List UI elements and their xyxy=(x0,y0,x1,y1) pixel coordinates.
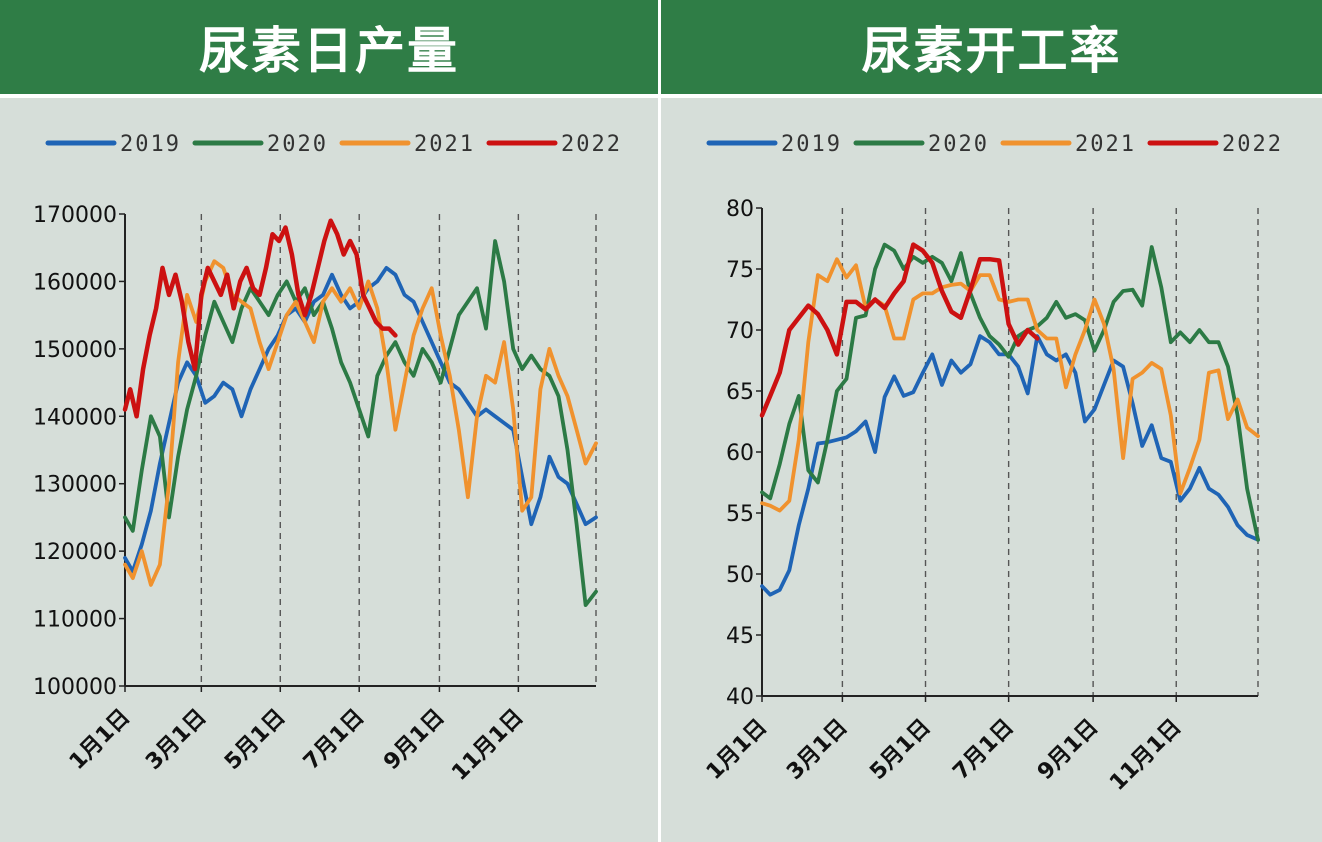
header-divider xyxy=(0,94,658,98)
y-tick-label: 60 xyxy=(726,441,754,466)
y-tick-label: 130000 xyxy=(33,473,117,498)
series-line-2020 xyxy=(123,239,598,607)
x-tick-label: 1月1日 xyxy=(702,715,772,785)
x-tick-label: 3月1日 xyxy=(141,705,211,775)
legend-label-2019: 2019 xyxy=(781,132,842,157)
y-tick-label: 75 xyxy=(726,258,754,283)
x-tick-label: 11月1日 xyxy=(1105,715,1186,796)
x-tick-label: 7月1日 xyxy=(948,715,1018,785)
x-tick-label: 9月1日 xyxy=(1033,715,1103,785)
series-line-2020 xyxy=(760,242,1260,542)
x-tick-label: 11月1日 xyxy=(447,705,528,786)
x-tick-label: 7月1日 xyxy=(299,705,369,775)
y-tick-label: 70 xyxy=(726,319,754,344)
legend: 2019 2020 2021 2022 xyxy=(706,132,1283,157)
y-tick-label: 100000 xyxy=(33,675,117,700)
y-tick-label: 50 xyxy=(726,563,754,588)
legend-label-2020: 2020 xyxy=(267,132,328,157)
legend-label-2022: 2022 xyxy=(1222,132,1283,157)
y-tick-label: 55 xyxy=(726,502,754,527)
y-tick-label: 120000 xyxy=(33,540,117,565)
y-tick-label: 45 xyxy=(726,624,754,649)
y-tick-label: 110000 xyxy=(33,608,117,633)
line-chart-daily-output: 2019 2020 2021 2022 100000 110000 120000 130000… xyxy=(33,132,622,786)
y-tick-label: 80 xyxy=(726,197,754,222)
y-tick-label: 65 xyxy=(726,380,754,405)
legend: 2019 2020 2021 2022 xyxy=(45,132,622,157)
x-tick-label: 1月1日 xyxy=(65,705,135,775)
legend-label-2020: 2020 xyxy=(928,132,989,157)
series-line-2021 xyxy=(123,259,598,587)
chart-panel-daily-output: 尿素日产量 2019 2020 2021 2022 100000 110000 120000… xyxy=(0,0,658,842)
x-tick-label: 9月1日 xyxy=(379,705,449,775)
chart-title: 尿素日产量 xyxy=(0,0,658,94)
x-tick-label: 3月1日 xyxy=(782,715,852,785)
x-tick-label: 5月1日 xyxy=(865,715,935,785)
x-tick-label: 5月1日 xyxy=(220,705,290,775)
legend-label-2021: 2021 xyxy=(414,132,475,157)
series-line-2021 xyxy=(760,257,1260,513)
legend-label-2019: 2019 xyxy=(120,132,181,157)
series-line-2022 xyxy=(122,218,398,419)
y-tick-label: 160000 xyxy=(33,270,117,295)
y-tick-label: 150000 xyxy=(33,338,117,363)
series-line-2019 xyxy=(760,334,1260,597)
y-tick-label: 140000 xyxy=(33,405,117,430)
legend-label-2021: 2021 xyxy=(1075,132,1136,157)
series-line-2019 xyxy=(123,266,598,574)
y-tick-label: 170000 xyxy=(33,203,117,228)
legend-label-2022: 2022 xyxy=(561,132,622,157)
series-line-2022 xyxy=(759,242,1040,418)
y-tick-label: 40 xyxy=(726,685,754,710)
chart-panel-operating-rate: 尿素开工率 2019 2020 2021 2022 40 45 50 55 60 65 70 75 80… xyxy=(661,0,1322,842)
chart-title: 尿素开工率 xyxy=(661,0,1322,94)
header-divider xyxy=(661,94,1322,98)
line-chart-operating-rate: 2019 2020 2021 2022 40 45 50 55 60 65 70 75 80 1月1日 3月… xyxy=(702,132,1283,796)
